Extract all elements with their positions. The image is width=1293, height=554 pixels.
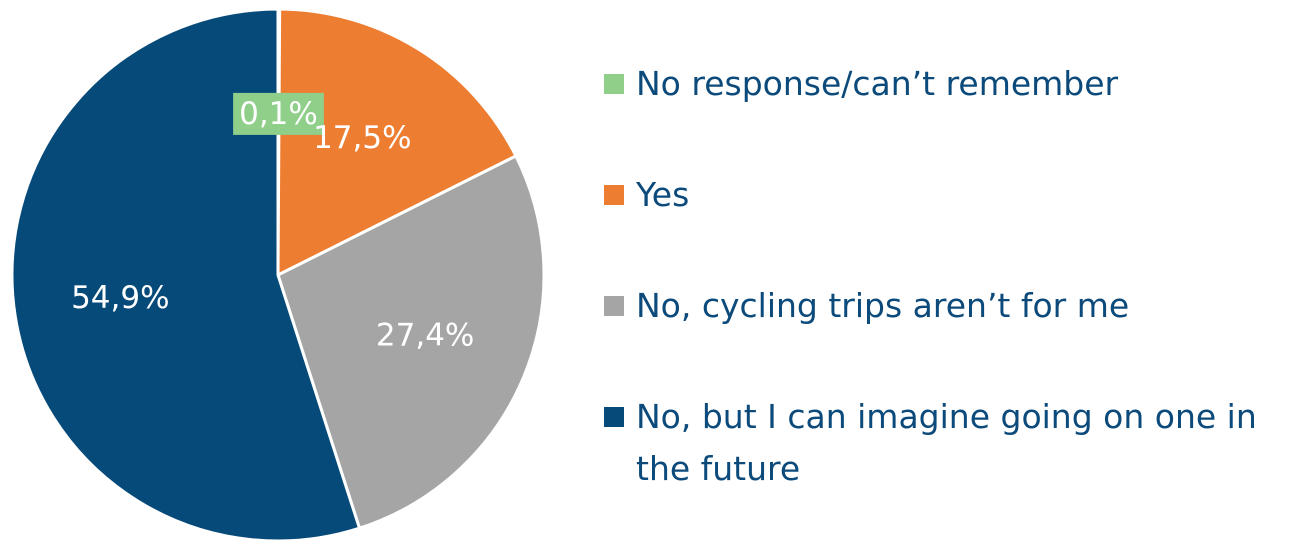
legend-item: No, but I can imagine going on one in th… (604, 391, 1284, 495)
pie-slice (276, 153, 546, 531)
data-label: 27,4% (376, 317, 474, 353)
legend-item: Yes (604, 169, 1284, 221)
legend-swatch (604, 296, 624, 316)
pie-slice (10, 7, 362, 540)
legend-item: No, cycling trips aren’t for me (604, 280, 1284, 332)
legend-swatch (604, 185, 624, 205)
legend-item: No response/can’t remember (604, 58, 1284, 110)
legend-swatch (604, 74, 624, 94)
legend-swatch (604, 407, 624, 427)
pie-chart: 0,1%17,5% 27,4% 54,9% (10, 7, 546, 540)
pie-slice (276, 7, 518, 278)
legend-label: No response/can’t remember (636, 64, 1119, 103)
legend-label: No, but I can imagine going on one in th… (636, 397, 1257, 488)
legend-label: Yes (636, 175, 690, 214)
data-label: 0,1% (239, 96, 318, 132)
legend: No response/can’t remember Yes No, cycling… (604, 58, 1284, 554)
legend-label: No, cycling trips aren’t for me (636, 286, 1130, 325)
data-label-bg (233, 92, 324, 135)
page: {"chart_data": {"type": "pie", "categori… (10, 7, 1257, 540)
data-label: 54,9% (71, 280, 169, 316)
data-label: 17,5% (313, 120, 411, 156)
